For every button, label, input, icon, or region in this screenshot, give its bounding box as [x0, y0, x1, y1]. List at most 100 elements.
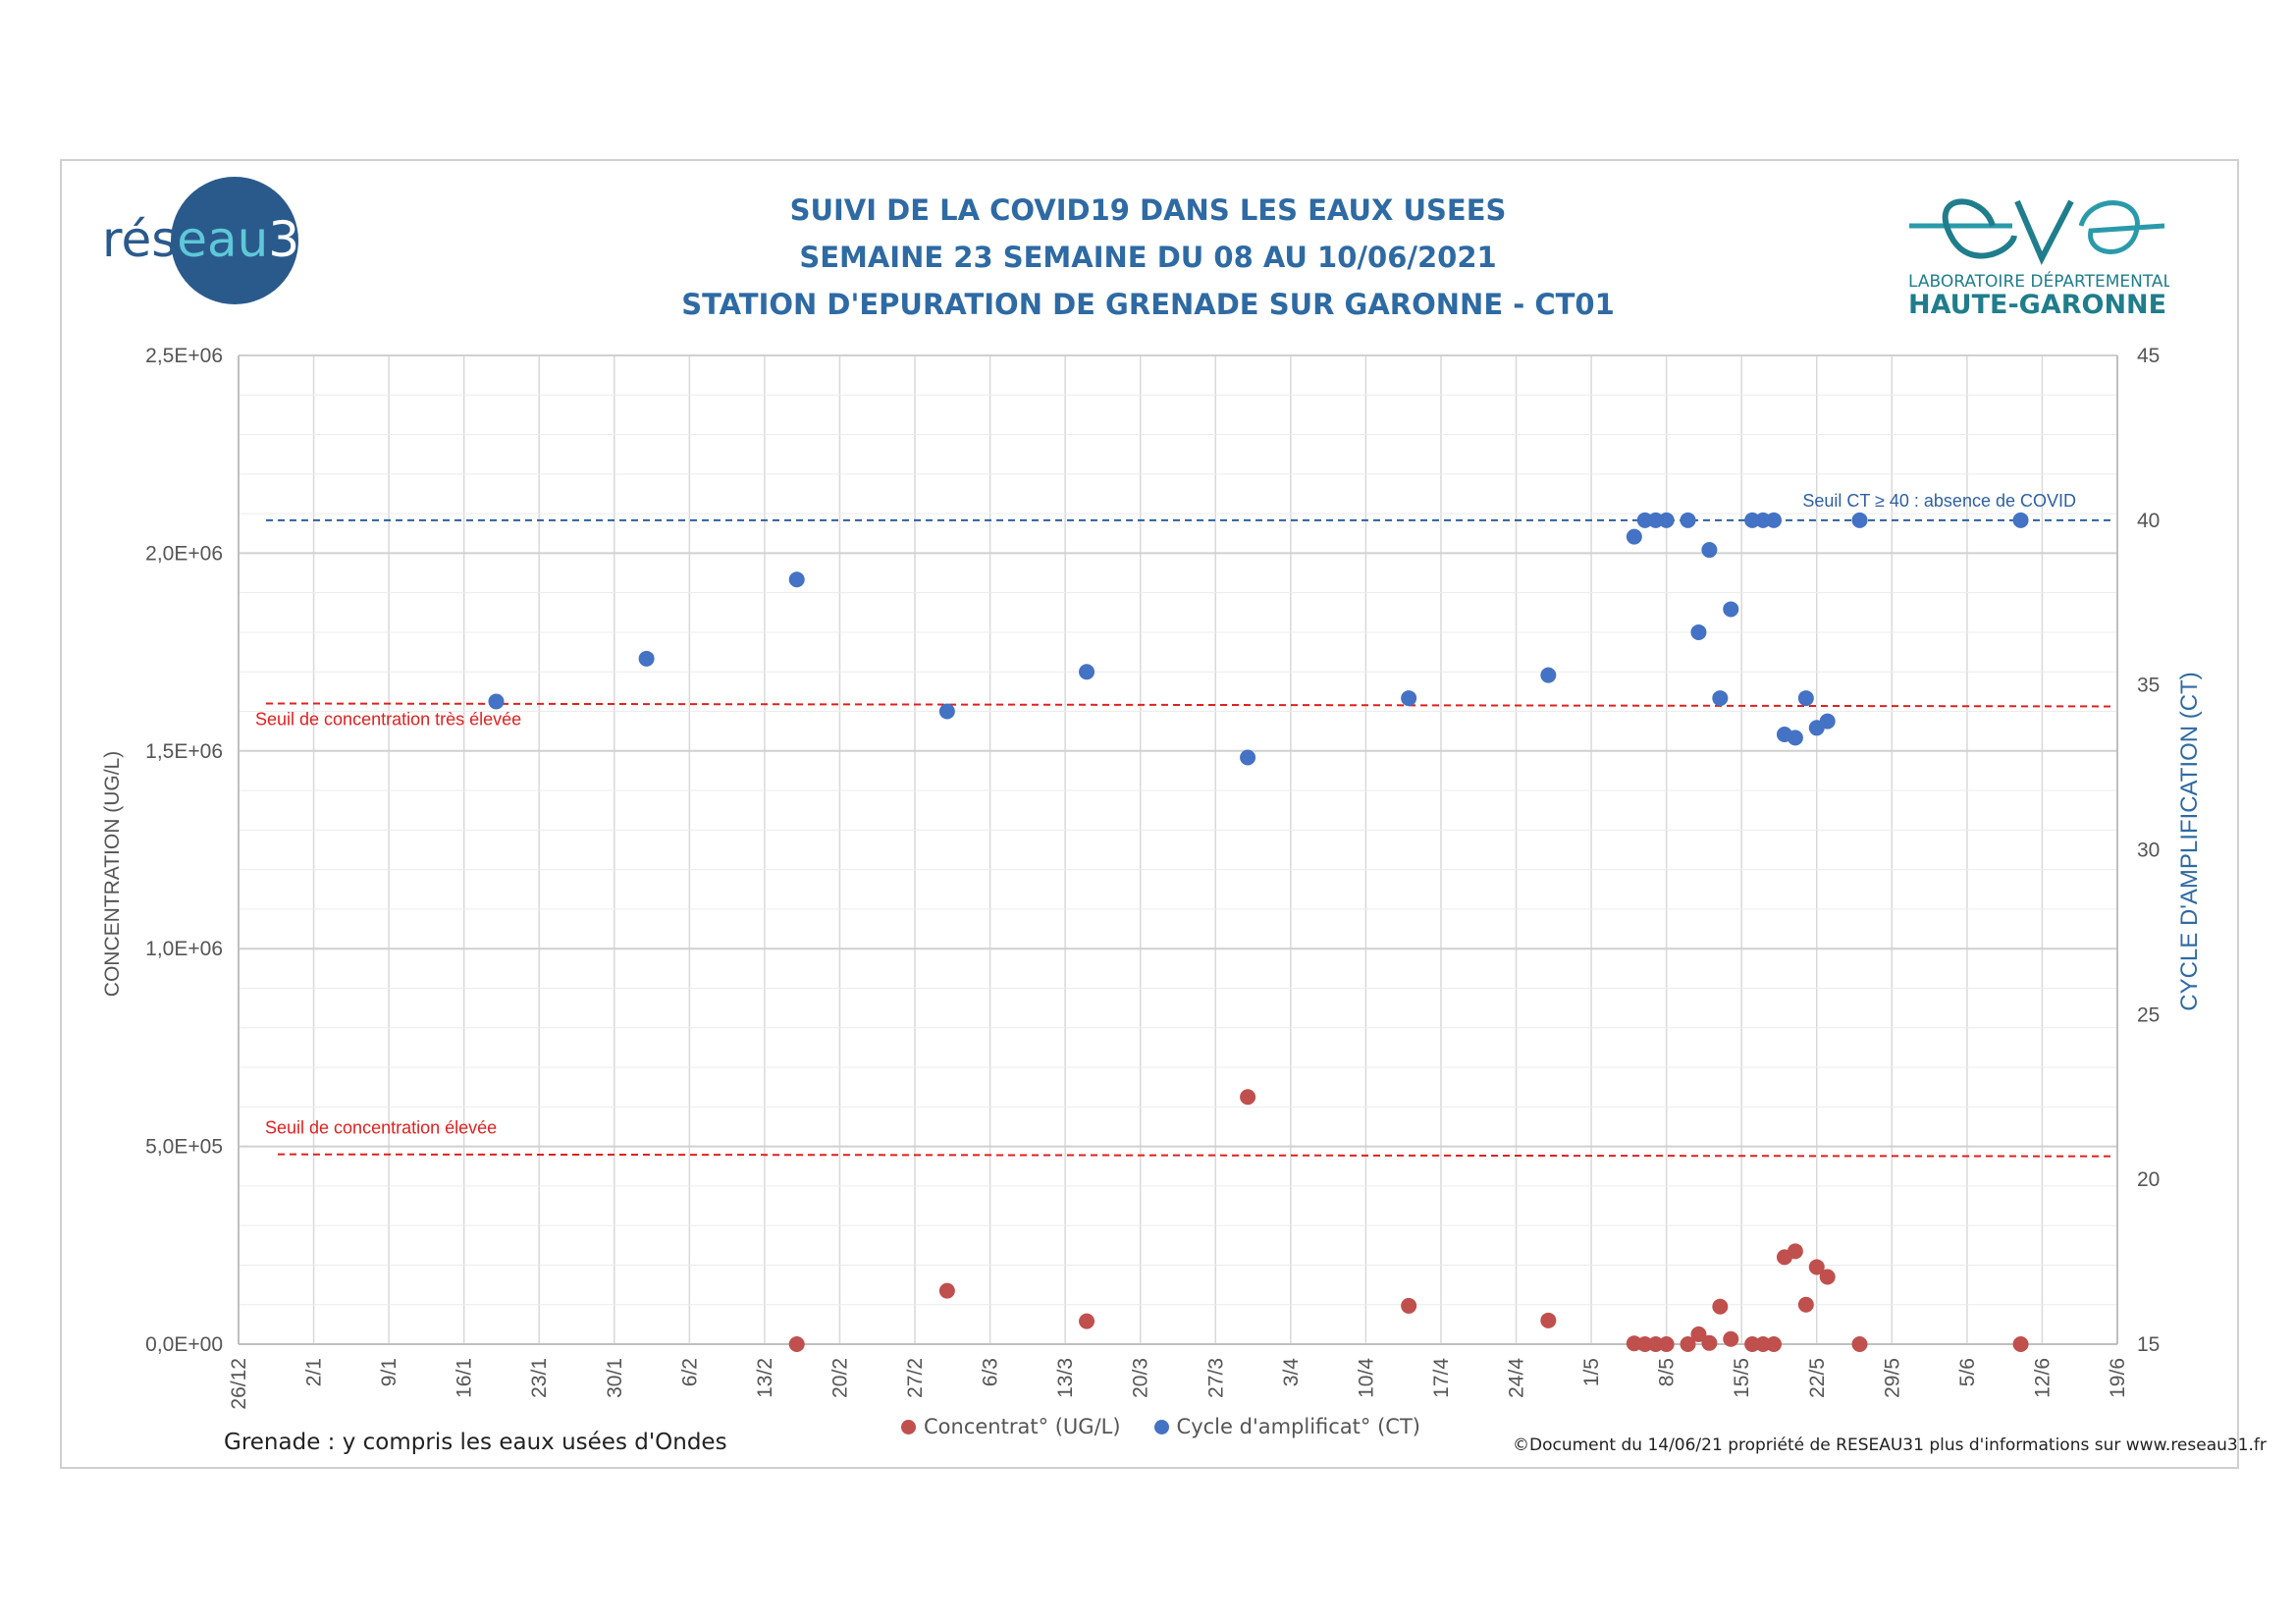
concentration-point — [1851, 1336, 1868, 1352]
concentration-point — [1808, 1259, 1825, 1275]
ct-point — [1690, 623, 1707, 640]
concentration-point — [1690, 1326, 1707, 1342]
y2-tick-label: 35 — [2137, 675, 2160, 697]
y2-tick-label: 45 — [2137, 345, 2160, 367]
threshold-label: Seuil de concentration très élevée — [255, 709, 521, 729]
threshold-line — [265, 702, 2113, 708]
x-tick-label: 23/1 — [528, 1358, 551, 1398]
ct-point — [1626, 528, 1642, 545]
legend-item-concentration: Concentrat° (UG/L) — [901, 1415, 1121, 1438]
ct-point — [1636, 512, 1653, 528]
y-tick-labels: 0,0E+00 5,0E+05 1,0E+06 1,5E+06 2,0E+06 2,5E+… — [145, 345, 223, 1356]
x-tick-label: 15/5 — [1731, 1358, 1753, 1398]
ct-point — [1401, 690, 1417, 707]
chart-title-line1: SUIVI DE LA COVID19 DANS LES EAUX USEES — [789, 193, 1507, 227]
concentration-point — [1647, 1336, 1664, 1352]
ct-point — [1723, 601, 1739, 618]
y2-tick-label: 20 — [2137, 1168, 2160, 1191]
ct-point — [1647, 512, 1664, 528]
legend-item-ct: Cycle d'amplificat° (CT) — [1153, 1415, 1420, 1438]
x-tick-label: 16/1 — [454, 1358, 476, 1398]
concentration-point — [1658, 1336, 1675, 1352]
ct-point — [1240, 749, 1256, 766]
eva-lab-text: LABORATOIRE DÉPARTEMENTAL 31 — [1908, 270, 2169, 292]
x-tick-label: 17/4 — [1430, 1358, 1453, 1398]
svg-text:réseau31: réseau31 — [102, 211, 325, 268]
footer-copyright: ©Document du 14/06/21 propriété de RESEA… — [1513, 1435, 2267, 1455]
ct-point — [1658, 512, 1675, 528]
ct-point — [1819, 713, 1836, 730]
concentration-point — [1797, 1296, 1814, 1313]
ct-point — [1787, 730, 1803, 746]
concentration-point — [1819, 1269, 1836, 1285]
x-tick-label: 27/3 — [1204, 1358, 1227, 1398]
chart-title-line3: STATION D'EPURATION DE GRENADE SUR GARON… — [681, 288, 1615, 321]
ct-point — [488, 693, 505, 710]
y-tick-label: 1,5E+06 — [145, 740, 223, 763]
y2-tick-label: 25 — [2137, 1003, 2160, 1026]
concentration-point — [1680, 1336, 1696, 1352]
concentration-point — [1240, 1089, 1256, 1106]
concentration-point — [1701, 1334, 1718, 1351]
y-axis-label: CONCENTRATION (UG/L) — [101, 751, 124, 997]
legend-label-ct: Cycle d'amplificat° (CT) — [1176, 1415, 1420, 1438]
ct-point — [1797, 690, 1814, 707]
x-tick-label: 13/3 — [1054, 1358, 1077, 1398]
x-tick-label: 24/4 — [1506, 1358, 1528, 1398]
ct-point — [2012, 512, 2029, 528]
threshold-label: Seuil de concentration élevée — [265, 1118, 497, 1138]
threshold-lines: Seuil CT ≥ 40 : absence de COVID Seuil de… — [255, 491, 2113, 1158]
x-tick-label: 6/2 — [678, 1358, 701, 1386]
eva-dept-text: HAUTE-GARONNE — [1908, 290, 2166, 319]
x-tick-label: 29/5 — [1881, 1358, 1903, 1398]
y-tick-label: 0,0E+00 — [145, 1333, 223, 1356]
y2-tick-label: 40 — [2137, 510, 2160, 532]
ct-point — [1755, 512, 1772, 528]
x-tick-label: 2/1 — [303, 1358, 326, 1386]
x-tick-label: 8/5 — [1656, 1358, 1679, 1386]
x-tick-label: 12/6 — [2031, 1358, 2054, 1398]
concentration-point — [1401, 1297, 1417, 1314]
concentration-point — [1540, 1312, 1557, 1328]
ct-point — [1744, 512, 1761, 528]
eva-logo-mark: LABORATOIRE DÉPARTEMENTAL 31 HAUTE-GARON… — [1908, 198, 2199, 320]
legend-label-concentration: Concentrat° (UG/L) — [924, 1415, 1121, 1438]
data-points — [488, 512, 2029, 1352]
x-tick-label: 9/1 — [378, 1358, 400, 1386]
x-tick-label: 20/3 — [1130, 1358, 1152, 1398]
threshold-label: Seuil CT ≥ 40 : absence de COVID — [1802, 491, 2076, 511]
x-tick-labels: 26/12 2/1 9/1 16/1 23/1 30/1 6/2 13/2 20/2 27/2 6/… — [228, 1358, 2129, 1410]
x-tick-label: 1/5 — [1580, 1358, 1603, 1386]
concentration-point — [1079, 1313, 1095, 1329]
ct-point — [1712, 690, 1729, 707]
concentration-point — [2012, 1336, 2029, 1352]
x-tick-label: 5/6 — [1956, 1358, 1979, 1386]
x-tick-label: 10/4 — [1355, 1358, 1377, 1398]
concentration-point — [788, 1336, 805, 1352]
chart-title-line2: SEMAINE 23 SEMAINE DU 08 AU 10/06/2021 — [799, 241, 1497, 274]
x-tick-label: 26/12 — [228, 1358, 250, 1410]
concentration-point — [1787, 1243, 1803, 1260]
x-tick-label: 3/4 — [1280, 1358, 1303, 1387]
y-tick-label: 2,5E+06 — [145, 345, 223, 367]
x-tick-label: 20/2 — [828, 1358, 851, 1398]
concentration-point — [1744, 1336, 1761, 1352]
logo-text-31: 31 — [268, 211, 325, 268]
eva-logo: LABORATOIRE DÉPARTEMENTAL 31 HAUTE-GARON… — [1904, 182, 2199, 320]
x-tick-label: 30/1 — [604, 1358, 626, 1398]
y-tick-label: 1,0E+06 — [145, 938, 223, 960]
threshold-line — [277, 1153, 2113, 1158]
ct-point — [938, 703, 955, 720]
y2-tick-labels: 15 20 25 30 35 40 45 — [2137, 345, 2160, 1356]
ct-point — [788, 571, 805, 588]
ct-point — [638, 650, 655, 667]
legend-marker-ct — [1153, 1419, 1169, 1435]
ct-point — [1079, 664, 1095, 680]
ct-point — [1540, 667, 1557, 683]
concentration-point — [1712, 1298, 1729, 1315]
concentration-point — [1636, 1336, 1653, 1352]
x-tick-label: 6/3 — [980, 1358, 1002, 1386]
x-tick-label: 27/2 — [904, 1358, 927, 1398]
footer-note: Grenade : y compris les eaux usées d'Ond… — [224, 1430, 727, 1455]
